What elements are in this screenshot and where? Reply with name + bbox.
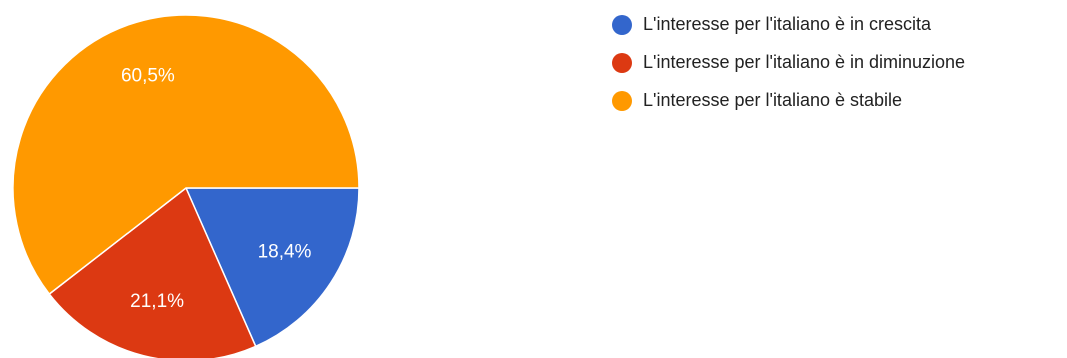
pie-slice-label-diminuzione: 21,1% xyxy=(130,291,184,312)
pie-slice-label-stabile: 60,5% xyxy=(121,66,175,87)
legend-item-crescita[interactable]: L'interesse per l'italiano è in crescita xyxy=(612,12,965,37)
pie-chart: 18,4% 21,1% 60,5% xyxy=(12,14,360,358)
legend-label: L'interesse per l'italiano è in diminuzi… xyxy=(643,52,966,72)
pie-slices xyxy=(12,14,360,358)
pie-slice-label-crescita: 18,4% xyxy=(258,241,312,262)
legend-swatch-stabile-icon xyxy=(612,90,632,111)
legend: L'interesse per l'italiano è in crescita… xyxy=(612,12,965,126)
legend-item-diminuzione[interactable]: L'interesse per l'italiano è in diminuzi… xyxy=(612,50,965,75)
legend-label: L'interesse per l'italiano è in crescita xyxy=(643,14,932,34)
pie-slice-labels: 18,4% 21,1% 60,5% xyxy=(121,66,312,312)
legend-swatch-diminuzione-icon xyxy=(612,52,632,73)
pie-slice-crescita[interactable] xyxy=(184,187,360,348)
legend-item-stabile[interactable]: L'interesse per l'italiano è stabile xyxy=(612,88,965,113)
pie-slice-diminuzione[interactable] xyxy=(48,186,257,358)
pie-slice-stabile[interactable] xyxy=(12,14,360,296)
legend-swatch-crescita-icon xyxy=(612,14,632,35)
legend-label: L'interesse per l'italiano è stabile xyxy=(643,90,903,110)
